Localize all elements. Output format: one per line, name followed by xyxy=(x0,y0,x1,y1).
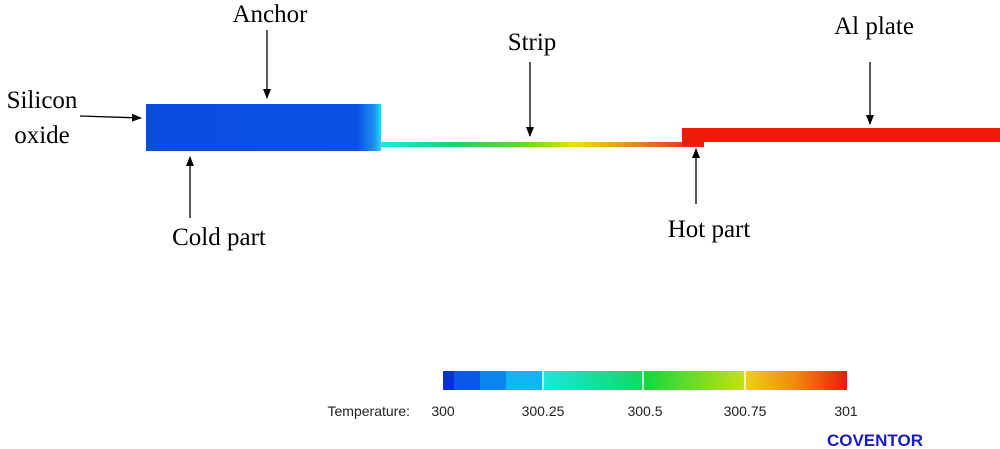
strip-label: Strip xyxy=(508,29,557,56)
tick-300-75: 300.75 xyxy=(724,403,767,419)
scale-band-2 xyxy=(454,371,480,390)
scale-band-6 xyxy=(643,371,745,390)
tick-300: 300 xyxy=(431,403,455,419)
strip-beam xyxy=(381,142,704,147)
oxide-label: oxide xyxy=(14,122,70,149)
plate-joint xyxy=(682,140,704,146)
anchor-label: Anchor xyxy=(233,1,309,28)
al-plate-label: Al plate xyxy=(834,13,914,40)
hot-part-label: Hot part xyxy=(668,216,751,243)
temperature-title: Temperature: xyxy=(328,403,410,419)
scale-band-3 xyxy=(480,371,506,390)
scale-band-5 xyxy=(543,371,643,390)
silicon-label: Silicon xyxy=(7,87,78,114)
scale-band-7 xyxy=(745,371,847,390)
tick-300-5: 300.5 xyxy=(627,403,662,419)
scale-band-4 xyxy=(506,371,543,390)
cold-part-label: Cold part xyxy=(172,224,266,251)
temperature-scale xyxy=(443,371,847,390)
anchor-block xyxy=(146,104,381,151)
coventor-brand: COVENTOR xyxy=(827,431,923,449)
tick-301: 301 xyxy=(834,403,858,419)
silicon-oxide-arrow xyxy=(79,113,142,122)
al-plate xyxy=(682,128,1000,142)
tick-300-25: 300.25 xyxy=(522,403,565,419)
scale-band-1 xyxy=(443,371,454,390)
